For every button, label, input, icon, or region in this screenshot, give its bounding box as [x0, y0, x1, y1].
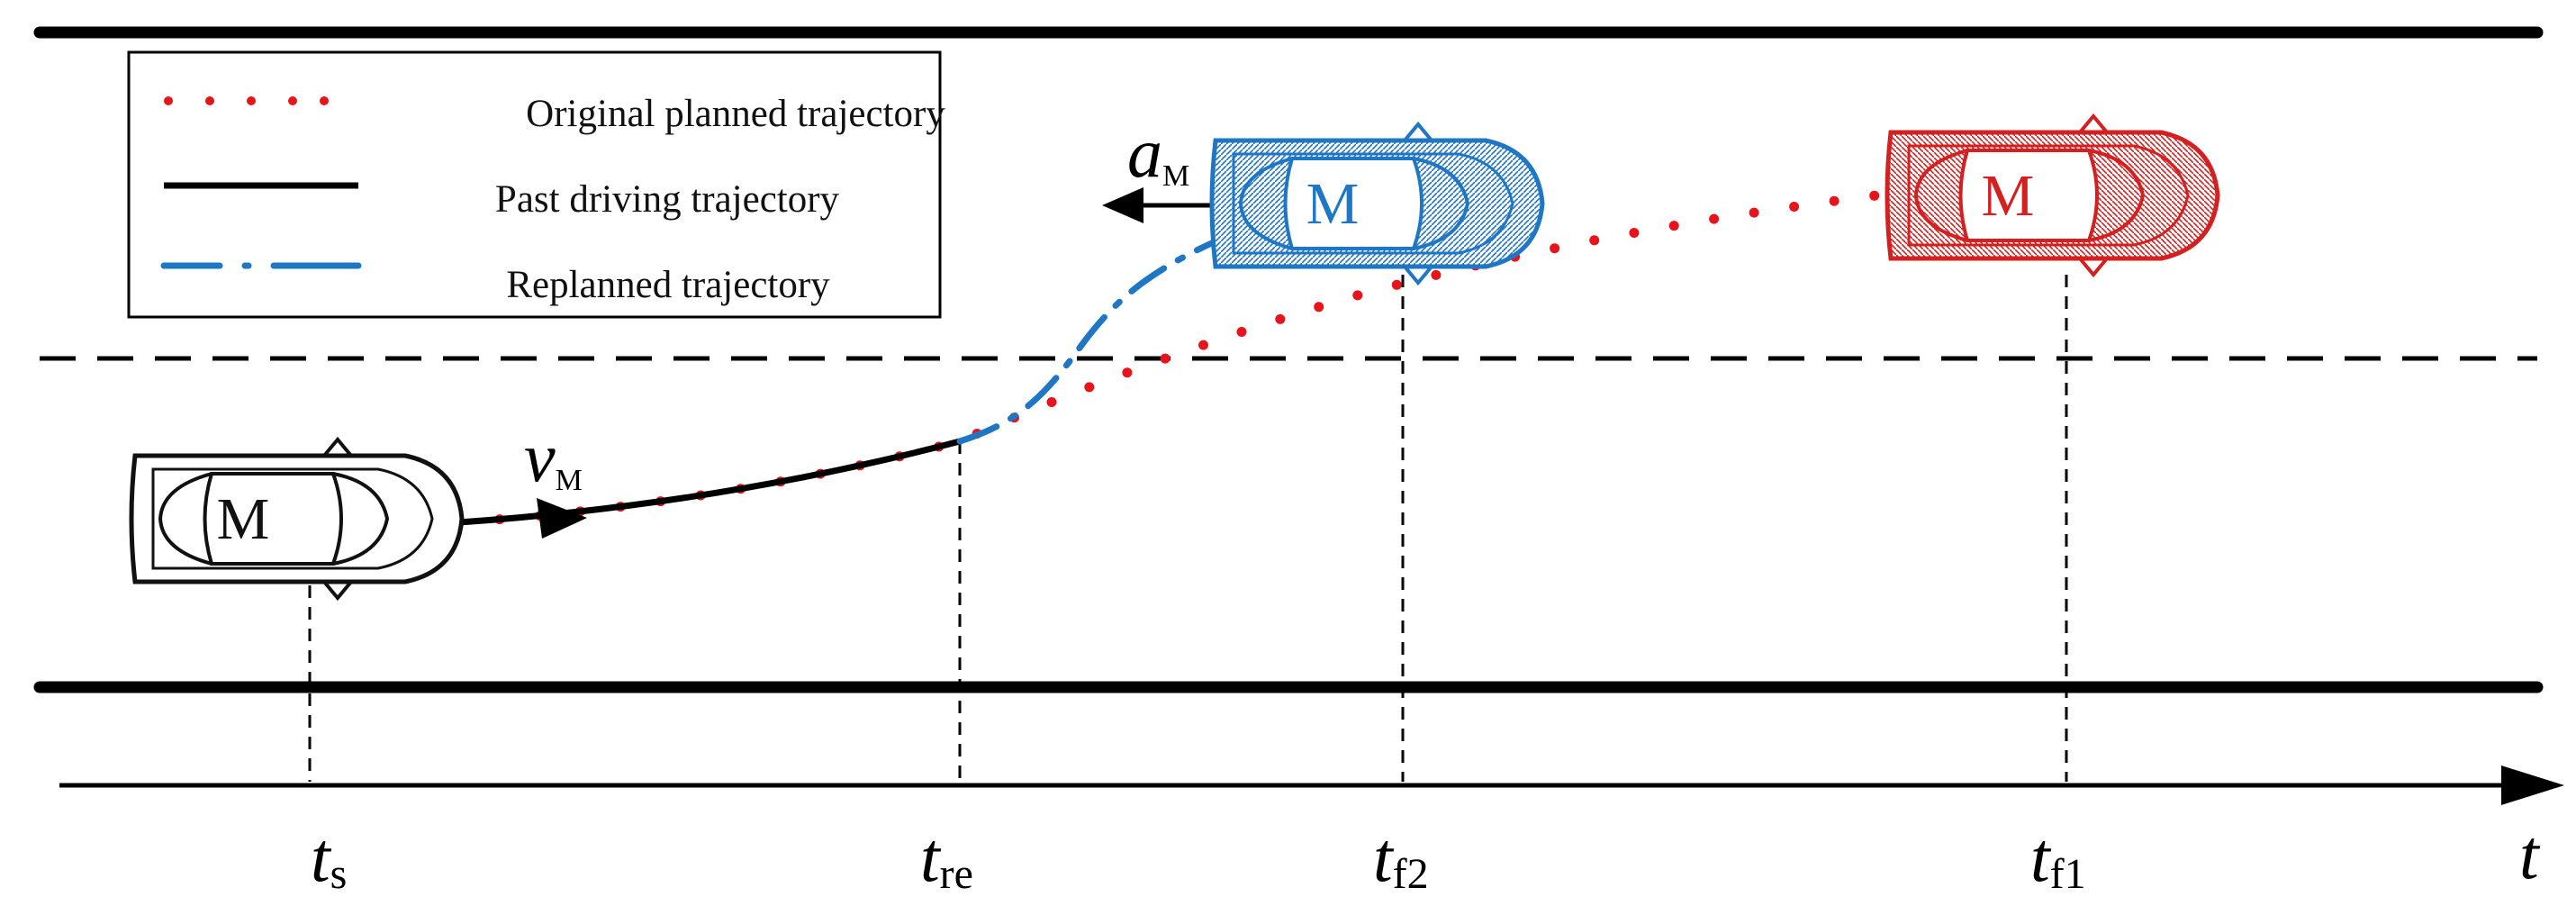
trajectory-dot [1275, 313, 1286, 324]
trajectory-dot [1709, 213, 1720, 224]
trajectory-dot [1789, 202, 1800, 212]
trajectory-dot [1431, 269, 1442, 280]
acceleration-label: aM [1127, 113, 1189, 193]
acceleration-subscript: M [1162, 159, 1189, 193]
car-replanned: M [1209, 121, 1545, 286]
car-replanned-label: M [1306, 171, 1360, 237]
tick-tf2: tf2 [1373, 818, 1429, 898]
car-original: M [1885, 113, 2220, 278]
time-markers [308, 275, 2068, 782]
acceleration-symbol: a [1127, 113, 1162, 192]
trajectory-dot [1160, 353, 1170, 364]
trajectory-dot [1236, 327, 1247, 337]
trajectory-dot [1391, 279, 1402, 290]
trajectory-dot [1352, 290, 1363, 301]
trajectory-dot [1749, 207, 1759, 218]
tick-tf2-symbol: t [1373, 818, 1395, 896]
trajectory-dot [1550, 243, 1560, 254]
tick-tf2-sub: f2 [1393, 850, 1429, 898]
legend: Original planned trajectory Past driving… [127, 50, 945, 319]
tick-tre-symbol: t [920, 818, 942, 896]
trajectory-dot [1314, 302, 1324, 313]
trajectory-dot [1198, 340, 1208, 350]
tick-tre: tre [920, 818, 973, 898]
trajectory-dot [1122, 367, 1133, 378]
trajectory-dot [1668, 221, 1679, 231]
tick-tf1: tf1 [2030, 818, 2086, 898]
tick-ts: ts [311, 818, 347, 898]
velocity-label: vM [524, 418, 583, 497]
car-start-label: M [217, 486, 270, 552]
tick-ts-sub: s [330, 850, 348, 898]
tick-tf1-symbol: t [2030, 818, 2052, 896]
velocity-subscript: M [556, 464, 583, 497]
past-trajectory [458, 438, 961, 526]
tick-tf1-sub: f1 [2050, 850, 2086, 898]
velocity-arrowhead [537, 498, 587, 539]
trajectory-dot [1084, 382, 1095, 393]
legend-label-original: Original planned trajectory [526, 93, 945, 135]
tick-tre-sub: re [940, 850, 973, 898]
replanned-trajectory [956, 238, 1219, 445]
acceleration-arrowhead [1102, 187, 1143, 223]
car-start: M [129, 436, 465, 602]
legend-label-past: Past driving trajectory [495, 178, 840, 221]
legend-swatch-original [164, 96, 329, 105]
time-axis [59, 765, 2564, 805]
time-axis-arrowhead [2501, 765, 2564, 805]
trajectory-dot [1589, 235, 1600, 246]
velocity-symbol: v [524, 418, 556, 496]
trajectory-dot [1629, 228, 1640, 238]
tick-ts-symbol: t [311, 818, 332, 896]
trajectory-dot [1046, 397, 1057, 407]
legend-label-replanned: Replanned trajectory [506, 264, 830, 306]
trajectory-dot [1869, 190, 1880, 201]
car-original-label: M [1982, 163, 2035, 229]
time-axis-label: t [2519, 815, 2541, 893]
trajectory-dot [1829, 195, 1839, 206]
